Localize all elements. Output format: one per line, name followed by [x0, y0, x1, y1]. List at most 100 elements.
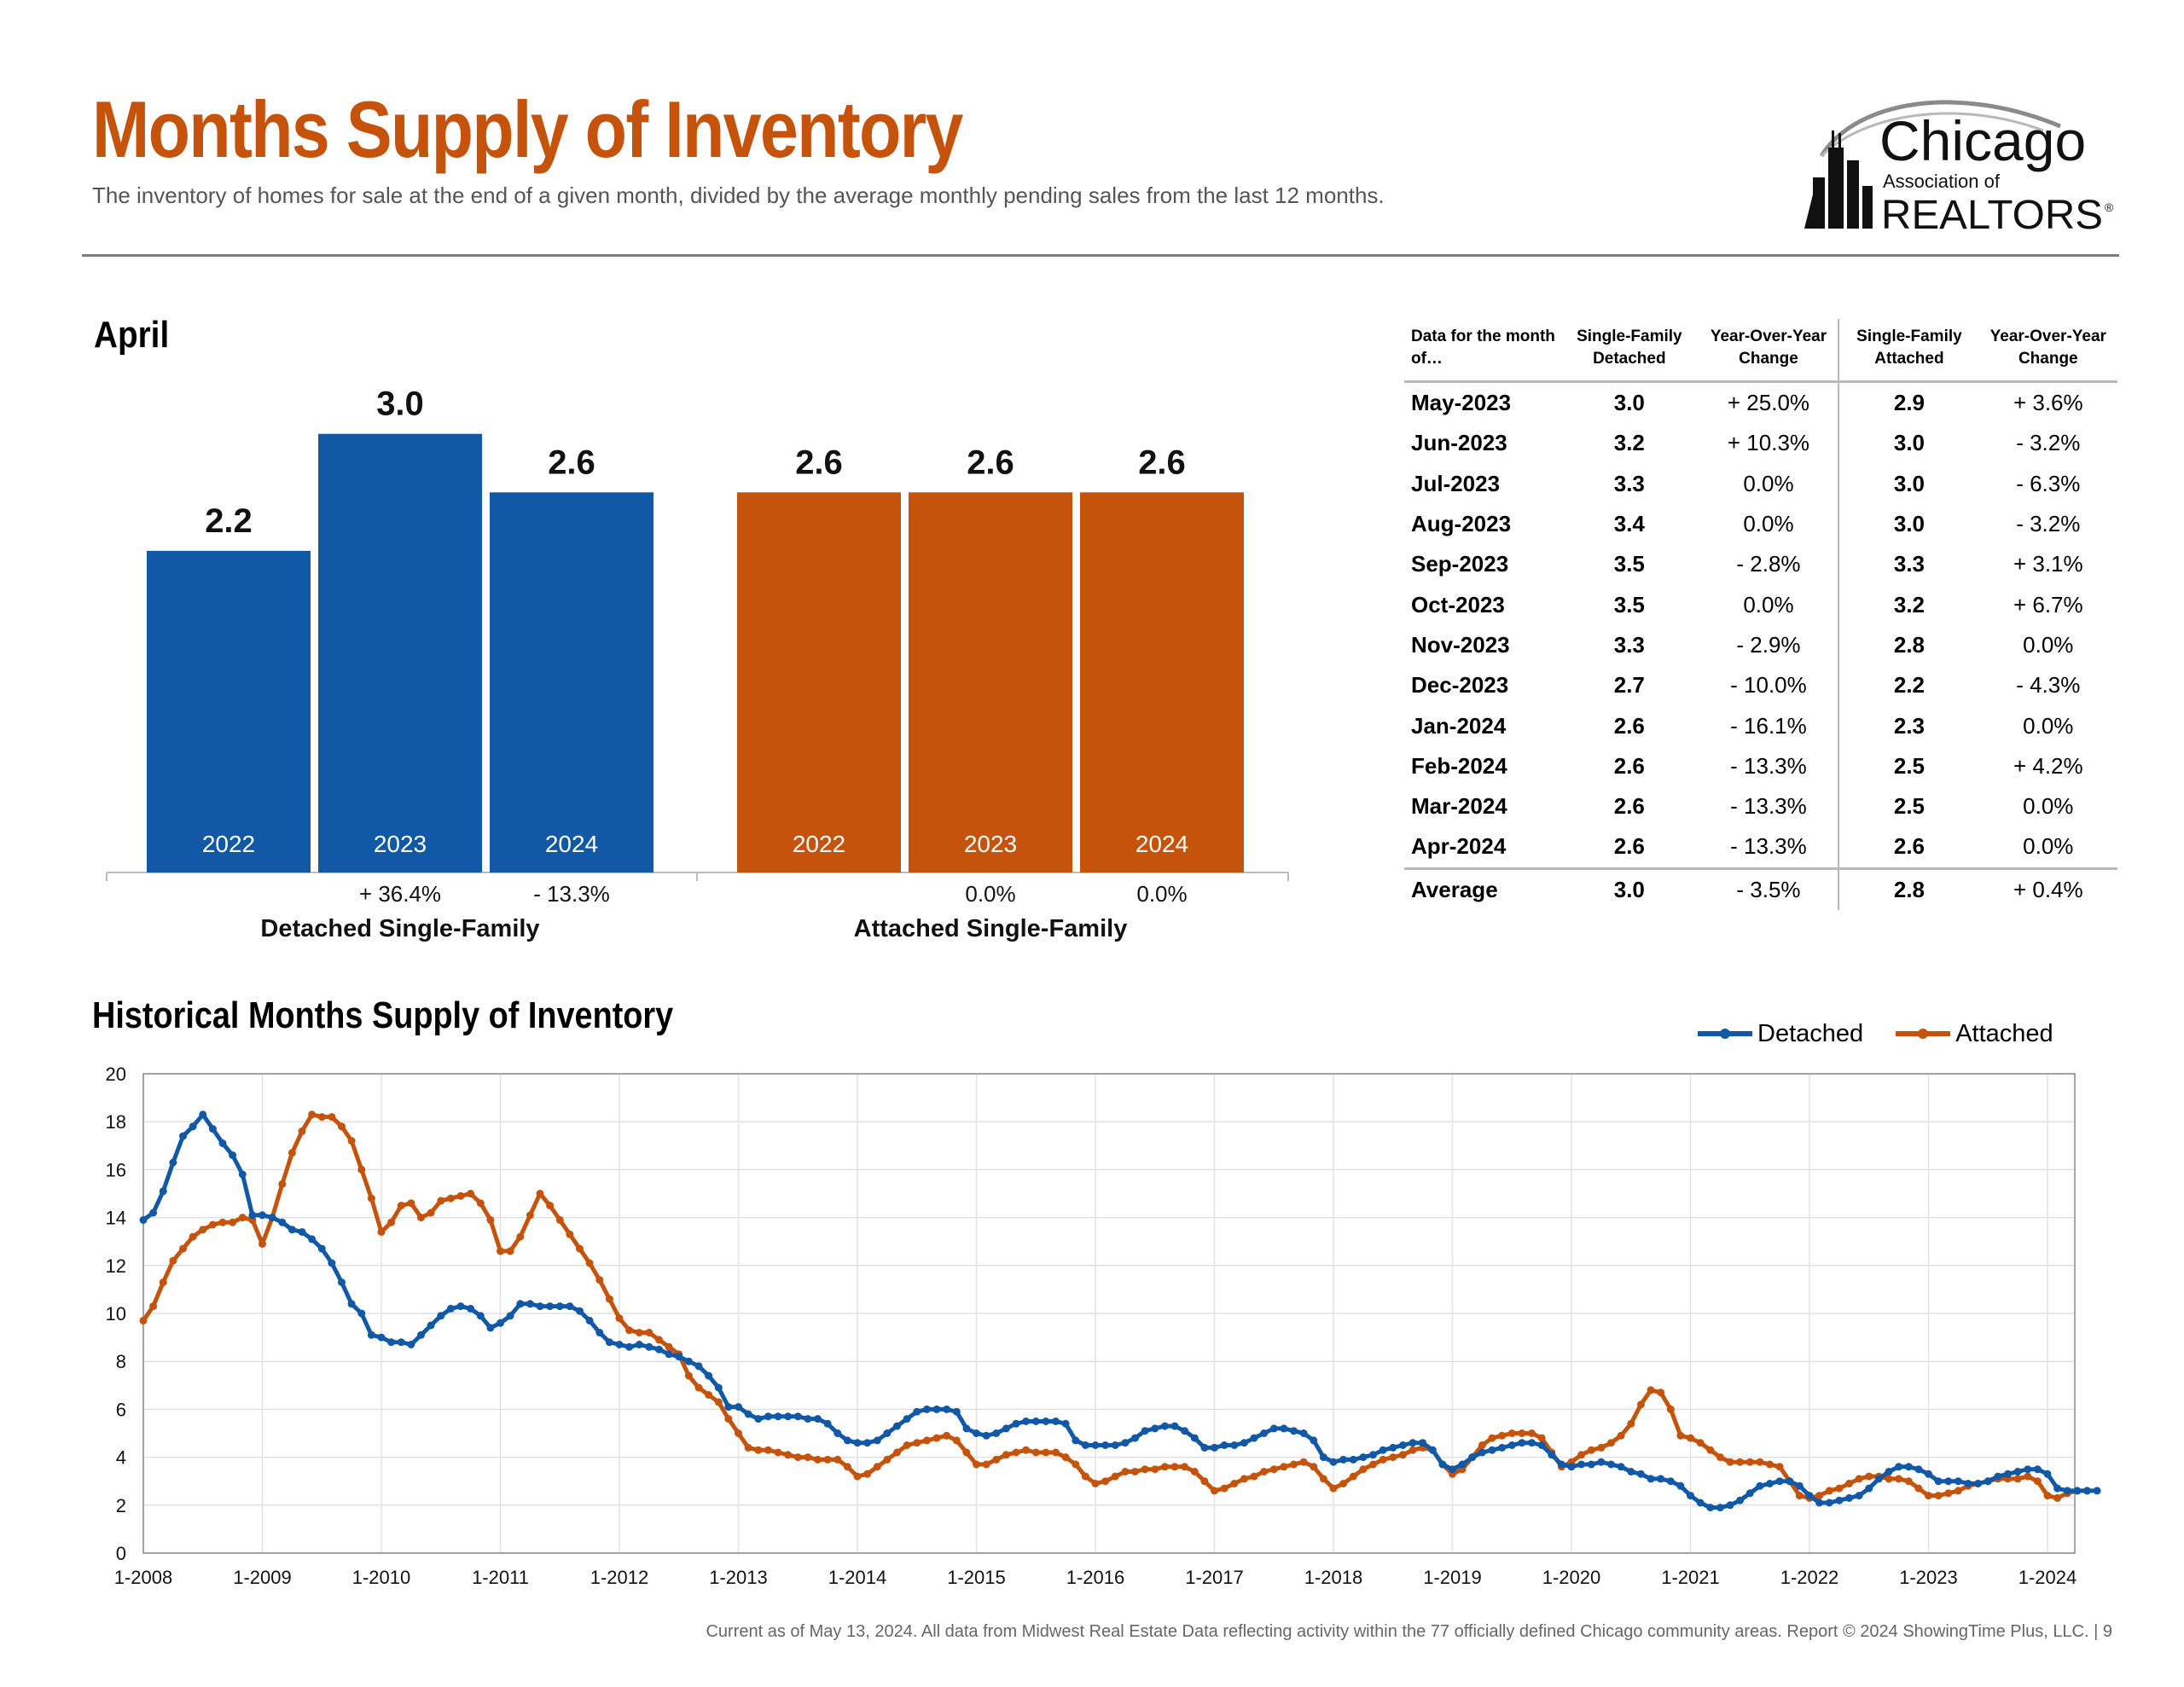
cell-detached: 2.6 — [1613, 752, 1645, 779]
data-point-detached — [1825, 1499, 1833, 1507]
logo-line3: REALTORS — [1881, 193, 2103, 238]
data-point-attached — [893, 1448, 901, 1457]
y-tick-label: 18 — [106, 1111, 126, 1133]
data-point-detached — [1874, 1475, 1883, 1483]
data-point-detached — [1310, 1436, 1318, 1445]
data-point-attached — [1250, 1472, 1258, 1481]
data-point-detached — [943, 1405, 951, 1413]
table-row: Aug-2023 3.4 0.0% 3.0 - 3.2% — [1404, 503, 2117, 545]
data-point-detached — [417, 1330, 425, 1339]
data-point-attached — [804, 1453, 812, 1462]
data-point-attached — [387, 1218, 396, 1226]
data-point-attached — [645, 1329, 653, 1336]
data-point-detached — [367, 1330, 375, 1339]
data-point-attached — [1190, 1468, 1199, 1475]
cell-month: Jul-2023 — [1411, 470, 1501, 496]
data-point-attached — [754, 1446, 763, 1454]
data-point-attached — [1835, 1484, 1844, 1493]
bar-2023 — [318, 433, 482, 872]
data-point-attached — [834, 1455, 842, 1464]
data-point-detached — [1042, 1417, 1050, 1425]
bar-year-label: 2024 — [545, 831, 598, 857]
data-point-detached — [467, 1304, 475, 1313]
data-point-detached — [1012, 1419, 1020, 1428]
data-point-detached — [843, 1436, 851, 1445]
data-point-detached — [1528, 1439, 1536, 1447]
data-point-attached — [1825, 1487, 1833, 1495]
data-point-attached — [1369, 1460, 1377, 1469]
data-point-detached — [724, 1403, 733, 1412]
cell-attached-yoy: - 3.2% — [2016, 430, 2081, 456]
data-point-detached — [2033, 1465, 2042, 1474]
cell-detached: 3.5 — [1613, 591, 1645, 617]
cell-detached-yoy: 0.0% — [1699, 463, 1840, 504]
data-point-detached — [1121, 1439, 1130, 1447]
data-point-attached — [585, 1259, 594, 1267]
data-point-attached — [635, 1329, 643, 1336]
data-point-detached — [694, 1362, 703, 1371]
data-point-attached — [218, 1218, 227, 1226]
legend-swatch-detached — [1698, 1029, 1752, 1039]
data-point-detached — [1617, 1463, 1625, 1471]
data-point-attached — [317, 1113, 326, 1122]
x-tick-label: 1-2022 — [1780, 1567, 1839, 1588]
cell-month: Dec-2023 — [1411, 672, 1509, 699]
data-point-attached — [497, 1247, 504, 1255]
data-point-detached — [357, 1309, 366, 1318]
data-point-attached — [456, 1191, 465, 1200]
data-point-detached — [1190, 1434, 1199, 1442]
data-point-detached — [456, 1302, 465, 1311]
bar-2023 — [909, 492, 1072, 872]
x-tick-label: 1-2018 — [1304, 1567, 1363, 1588]
data-point-attached — [169, 1256, 177, 1265]
data-point-attached — [357, 1165, 366, 1174]
cell-month: Aug-2023 — [1411, 511, 1512, 537]
data-point-detached — [1786, 1477, 1794, 1486]
avg-cell-detached: 3.0 — [1560, 867, 1699, 910]
x-tick-label: 1-2013 — [709, 1567, 768, 1588]
data-point-attached — [1240, 1475, 1248, 1483]
data-point-attached — [943, 1431, 951, 1440]
data-point-attached — [982, 1460, 990, 1469]
header-detached-yoy: Year-Over-Year Change — [1699, 319, 1840, 383]
series-line-detached — [142, 1112, 2098, 1510]
data-point-detached — [1369, 1451, 1377, 1459]
data-point-detached — [1269, 1424, 1278, 1433]
data-point-attached — [427, 1209, 435, 1217]
data-point-detached — [1687, 1492, 1694, 1500]
data-point-detached — [248, 1211, 257, 1220]
bar-value-label: 2.6 — [1138, 443, 1186, 481]
cell-detached: 3.2 — [1613, 430, 1645, 456]
data-point-detached — [1409, 1439, 1417, 1447]
table-row: Apr-2024 2.6 - 13.3% 2.6 0.0% — [1404, 826, 2117, 869]
bar-2024 — [490, 492, 653, 872]
data-point-detached — [139, 1215, 148, 1224]
data-point-detached — [1359, 1453, 1368, 1462]
data-point-detached — [1022, 1417, 1031, 1425]
data-point-detached — [655, 1345, 663, 1354]
data-point-attached — [1339, 1480, 1348, 1487]
data-point-detached — [1726, 1501, 1734, 1510]
data-point-detached — [516, 1300, 525, 1308]
cell-month: Oct-2023 — [1411, 591, 1505, 617]
x-tick-label: 1-2016 — [1066, 1567, 1125, 1588]
cell-detached: 2.6 — [1613, 793, 1645, 820]
logo-graphic: Chicago Association of REALTORS ® — [1804, 100, 2114, 238]
data-point-detached — [793, 1412, 802, 1421]
data-point-attached — [1775, 1463, 1784, 1471]
data-point-attached — [1299, 1458, 1308, 1466]
cell-attached-yoy: 0.0% — [2023, 833, 2074, 860]
data-point-detached — [2043, 1470, 2052, 1478]
cell-detached-yoy: - 13.3% — [1699, 786, 1840, 827]
data-point-detached — [238, 1170, 247, 1179]
data-point-detached — [883, 1429, 892, 1437]
data-point-attached — [793, 1453, 802, 1462]
bar-group-label: Attached Single-Family — [854, 915, 1128, 942]
data-point-detached — [1647, 1475, 1655, 1483]
data-point-detached — [1240, 1439, 1248, 1447]
data-point-attached — [546, 1202, 555, 1209]
data-point-detached — [635, 1341, 643, 1348]
data-point-attached — [486, 1215, 495, 1224]
data-point-attached — [903, 1441, 911, 1449]
data-point-detached — [347, 1300, 356, 1308]
